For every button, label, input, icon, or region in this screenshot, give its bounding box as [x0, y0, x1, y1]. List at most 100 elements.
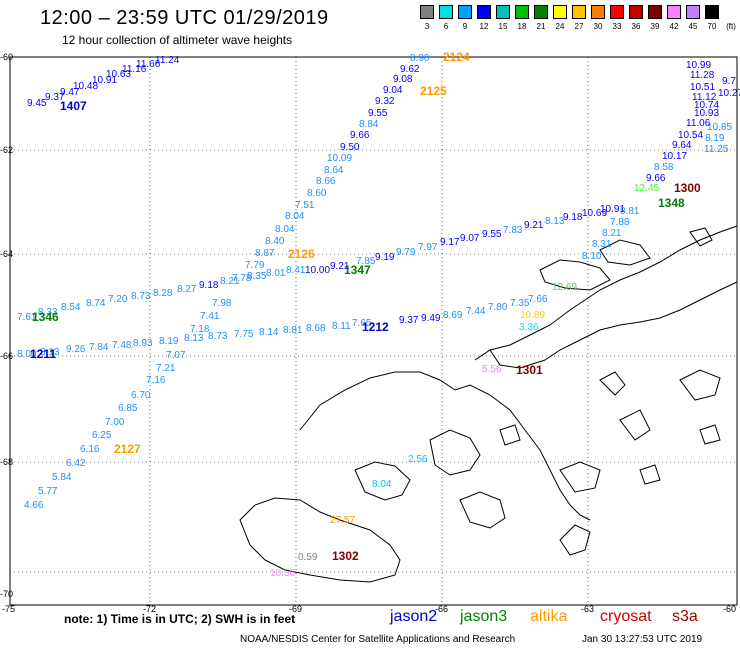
scale-value: 21 [536, 22, 546, 31]
swh-value: 9.37 [45, 92, 65, 103]
swh-value: 8.81 [283, 325, 303, 336]
lat-label: -68 [0, 457, 13, 467]
swh-value: 8.93 [133, 338, 153, 349]
swh-value: 9.19 [375, 252, 395, 263]
swh-value: 9.18 [563, 212, 583, 223]
track-id-label: 1407 [60, 99, 87, 113]
swh-value: 12.69 [552, 282, 577, 293]
swh-value: 8.14 [259, 327, 279, 338]
swh-value: 8.01 [266, 268, 286, 279]
scale-value: 42 [669, 22, 679, 31]
swh-value: 5.56 [482, 364, 502, 375]
swh-value: 8.35 [247, 271, 267, 282]
swh-value: 7.83 [503, 225, 523, 236]
swh-value: 9.21 [330, 261, 350, 272]
satellite-legend-s3a: s3a [672, 608, 698, 625]
swh-value: 9.17 [440, 237, 460, 248]
scale-value: 3 [424, 22, 430, 31]
lat-label: -60 [0, 52, 13, 62]
swh-value: 10.09 [327, 153, 352, 164]
scale-value: 12 [479, 22, 489, 31]
track-id-label: 1301 [516, 363, 543, 377]
swh-value: 11.06 [686, 118, 711, 129]
track-1346: 7.61 8.33 8.54 8.74 7.20 8.73 8.28 8.27 … [17, 265, 306, 323]
swh-value: 7.41 [200, 311, 220, 322]
swh-value: 10.74 [694, 100, 719, 111]
track-id-label: 1346 [32, 310, 59, 324]
lon-label: -69 [289, 604, 302, 614]
scale-value: 6 [443, 22, 449, 31]
track-id-label: 1347 [344, 263, 371, 277]
graticule [10, 57, 737, 605]
swh-value: 7.21 [156, 363, 176, 374]
track-topleft: 9.45 9.37 9.47 10.48 10.91 10.63 11.16 1… [27, 55, 180, 109]
swh-value: 10.69 [582, 208, 607, 219]
swh-value: 8.40 [265, 236, 285, 247]
swh-value: 8.11 [332, 321, 351, 332]
swh-value: 10.85 [707, 122, 732, 133]
swh-value: 7.61 [17, 312, 37, 323]
swh-value: 12.45 [634, 183, 659, 194]
swh-value: 7.78 [232, 273, 252, 284]
swh-value: 7.85 [356, 256, 376, 267]
swh-value: 11.66 [136, 59, 161, 70]
track-2126: 7.98 7.41 7.18 7.07 7.21 7.16 6.70 6.85 … [24, 298, 232, 511]
swh-value: 9.04 [383, 85, 403, 96]
swh-value: 2.56 [408, 454, 428, 465]
credit-line: NOAA/NESDIS Center for Satellite Applica… [240, 634, 516, 645]
swh-value: 8.60 [307, 188, 327, 199]
swh-value: 10.91 [600, 204, 625, 215]
track-right: 10.99 11.28 10.51 11.12 10.74 10.93 11.0… [582, 60, 740, 262]
track-id-label: 2127 [114, 442, 141, 456]
swh-value: 8.31 [592, 239, 612, 250]
swh-value: 9.07 [460, 233, 480, 244]
swh-value: 9.47 [60, 87, 80, 98]
swh-value: 7.79 [245, 260, 265, 271]
scale-swatch [572, 5, 586, 19]
swh-value: 6.42 [66, 458, 86, 469]
swh-value: 9.21 [524, 220, 544, 231]
swh-value: 8.69 [443, 310, 463, 321]
swh-value: 11.12 [692, 92, 717, 103]
swh-value: 6.25 [92, 430, 112, 441]
scale-swatch [496, 5, 510, 19]
swh-value: 8.66 [316, 176, 336, 187]
track-2124: 8.90 9.62 9.08 9.04 9.32 9.55 8.84 9.66 … [245, 53, 430, 271]
swh-value: 10.89 [520, 310, 545, 321]
swh-value: 6.16 [80, 444, 100, 455]
page-title: 12:00 – 23:59 UTC 01/29/2019 [40, 7, 329, 29]
lat-label: -64 [0, 249, 13, 259]
swh-value: 8.28 [153, 288, 173, 299]
swh-value: 9.62 [400, 64, 420, 75]
swh-value: 10.51 [690, 82, 715, 93]
scale-swatch [610, 5, 624, 19]
swh-value: 9.18 [199, 280, 219, 291]
swh-value: 9.55 [482, 229, 502, 240]
track-id-label: 1211 [30, 347, 56, 361]
swh-value: 8.64 [324, 165, 344, 176]
swh-value: 7.16 [146, 375, 166, 386]
swh-value: 7.00 [105, 417, 125, 428]
swh-value: 8.19 [159, 336, 179, 347]
scale-value: 39 [650, 22, 660, 31]
misc-values: 12.69 3.36 5.56 2.56 8.04 27.57 0.59 10.… [270, 282, 577, 579]
swh-value: 7.35 [510, 298, 530, 309]
swh-value: 7.48 [112, 340, 132, 351]
swh-value: 10.27 [718, 88, 740, 99]
map-frame [9, 56, 738, 606]
footnote: note: 1) Time is in UTC; 2) SWH is in fe… [64, 612, 296, 626]
swh-value: 11.28 [690, 70, 715, 81]
swh-value: 3.36 [519, 322, 539, 333]
swh-value: 10.63 [106, 69, 131, 80]
swh-value: 7.20 [108, 294, 128, 305]
swh-value: 8.27 [177, 284, 197, 295]
lon-label: -72 [143, 604, 156, 614]
page-subtitle: 12 hour collection of altimeter wave hei… [62, 33, 293, 47]
track-id-label: 1212 [362, 320, 389, 334]
swh-value: 8.73 [131, 291, 151, 302]
lat-label: -70 [0, 589, 13, 599]
scale-value: 70 [707, 22, 717, 31]
swh-value: 7.80 [488, 302, 508, 313]
track-id-label: 1302 [332, 549, 359, 563]
swh-value: 0.59 [298, 552, 318, 563]
